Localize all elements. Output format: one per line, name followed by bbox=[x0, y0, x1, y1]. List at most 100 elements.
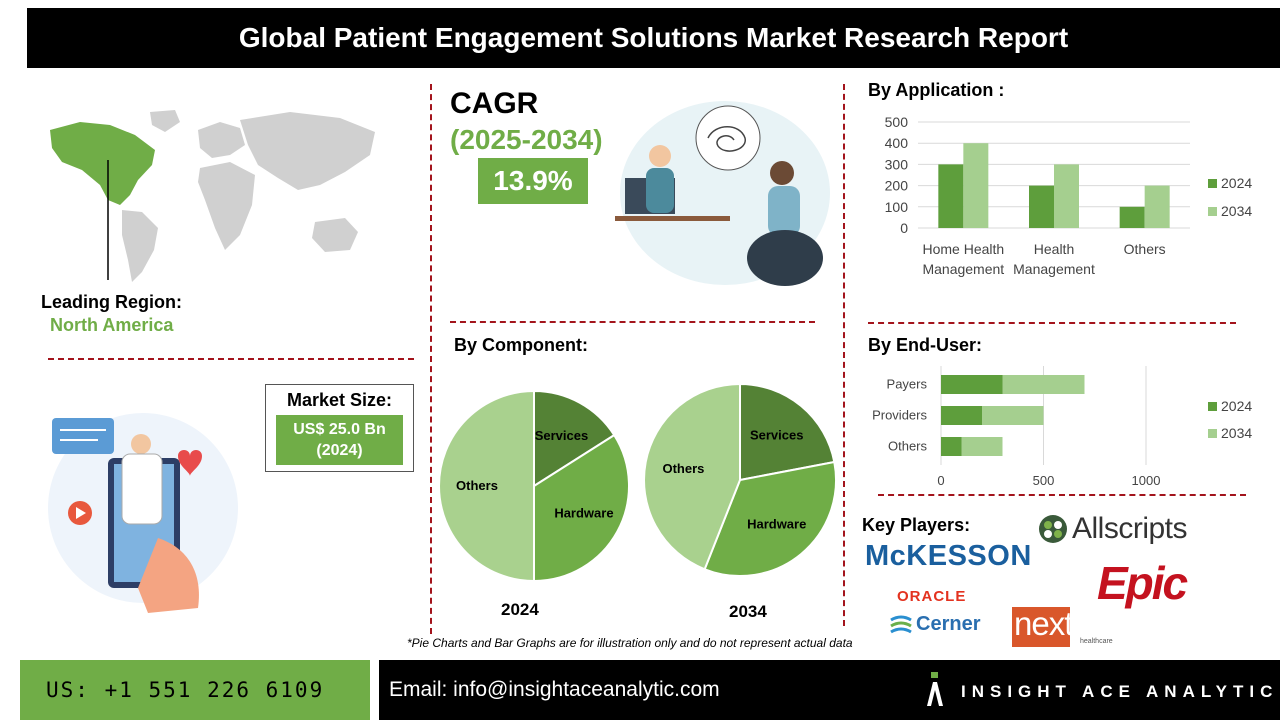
y-tick-label: 300 bbox=[885, 156, 909, 172]
phone-bar: US: +1 551 226 6109 bbox=[20, 660, 370, 720]
x-tick-label: 0 bbox=[937, 473, 944, 488]
pie-label-others: Others bbox=[456, 478, 498, 493]
leading-region-value: North America bbox=[50, 315, 174, 335]
thought-bubble-icon bbox=[695, 105, 761, 171]
doctor-head-icon bbox=[649, 145, 671, 167]
divider-component bbox=[450, 321, 815, 323]
pie-slice-services bbox=[739, 382, 836, 482]
pie-label-services: Services bbox=[750, 428, 804, 443]
south-america-shape bbox=[122, 210, 158, 282]
play-triangle-icon bbox=[76, 507, 86, 519]
pie-label-hardware: Hardware bbox=[747, 516, 806, 531]
email-link[interactable]: Email: info@insightaceanalytic.com bbox=[389, 678, 720, 701]
x-tick-label: 500 bbox=[1033, 473, 1055, 488]
cagr-years: (2025-2034) bbox=[450, 124, 603, 155]
brand-name: INSIGHT ACE ANALYTIC bbox=[961, 682, 1279, 701]
healthcare-phone-illustration bbox=[48, 413, 238, 613]
heart-icon bbox=[178, 450, 202, 476]
consultation-illustration bbox=[615, 101, 830, 286]
component-chart-title: By Component: bbox=[454, 335, 588, 355]
leading-region-label: Leading Region: bbox=[41, 292, 182, 312]
pie-label-hardware: Hardware bbox=[554, 505, 613, 520]
hand-icon bbox=[138, 538, 199, 613]
y-tick-label: Others bbox=[888, 439, 928, 454]
brand-logo-icon bbox=[927, 672, 943, 706]
x-tick-label: Others bbox=[1124, 241, 1166, 257]
scribble-icon bbox=[707, 126, 746, 152]
pie-label-others: Others bbox=[662, 461, 704, 476]
pie-slice-others bbox=[438, 389, 535, 583]
doctor-coat-icon bbox=[121, 453, 163, 525]
x-tick-label: Management bbox=[1013, 261, 1095, 277]
pie-slice-hardware bbox=[703, 460, 837, 577]
legend-swatch-2034 bbox=[1208, 429, 1217, 438]
bar-2024-1 bbox=[941, 406, 982, 425]
pie-year-2024: 2024 bbox=[501, 600, 539, 619]
bar-2024-0 bbox=[941, 375, 1003, 394]
epic-logo: Epic bbox=[1097, 557, 1188, 609]
y-tick-label: 200 bbox=[885, 178, 909, 194]
bar-2024-1 bbox=[1029, 185, 1054, 228]
doctor-avatar-icon bbox=[131, 434, 151, 454]
header-bar: Global Patient Engagement Solutions Mark… bbox=[27, 8, 1280, 68]
phone-number[interactable]: US: +1 551 226 6109 bbox=[46, 678, 325, 702]
divider-application bbox=[868, 322, 1236, 324]
y-tick-label: 500 bbox=[885, 114, 909, 130]
cerner-swoosh-icon bbox=[890, 615, 912, 633]
market-size-label: Market Size: bbox=[286, 390, 393, 410]
market-size-box: Market Size: US$ 25.0 Bn (2024) bbox=[265, 384, 414, 472]
y-tick-label: 400 bbox=[885, 135, 909, 151]
nextgen-badge bbox=[1012, 607, 1070, 647]
key-players-title: Key Players: bbox=[862, 515, 971, 535]
north-america-shape bbox=[50, 122, 155, 205]
x-tick-label: Health bbox=[1034, 241, 1074, 257]
application-bar-chart: 0 100 200 300 400 500 Home Health Management Hea… bbox=[885, 114, 1253, 277]
y-tick-label: 0 bbox=[900, 220, 908, 236]
bar-2034-0 bbox=[963, 143, 989, 228]
mckesson-logo: McKESSON bbox=[865, 540, 1032, 572]
nextgen-subtitle: healthcare bbox=[1080, 638, 1113, 645]
enduser-bar-chart: 0 500 1000 Payers Providers Others 2024 2034 bbox=[872, 366, 1252, 488]
australia-shape bbox=[312, 218, 358, 252]
x-tick-label: Management bbox=[922, 261, 1004, 277]
allscripts-logo: Allscripts bbox=[1038, 512, 1188, 546]
pie-year-2034: 2034 bbox=[729, 602, 767, 621]
legend-label-2034: 2034 bbox=[1221, 425, 1252, 441]
world-map bbox=[50, 110, 375, 282]
desk-shape bbox=[615, 216, 730, 221]
greenland-shape bbox=[150, 110, 180, 132]
bar-2034-1 bbox=[1054, 164, 1079, 228]
page-title: Global Patient Engagement Solutions Mark… bbox=[238, 22, 1069, 53]
legend-swatch-2024 bbox=[1208, 402, 1217, 411]
divider-right bbox=[843, 84, 845, 626]
footnote: *Pie Charts and Bar Graphs are for illus… bbox=[407, 636, 853, 650]
cerner-wordmark: Cerner bbox=[916, 613, 981, 635]
legend-label-2024: 2024 bbox=[1221, 175, 1252, 191]
allscripts-emblem-icon bbox=[1039, 515, 1067, 543]
market-size-panel: US$ 25.0 Bn (2024) bbox=[276, 415, 403, 465]
pie-slice-hardware bbox=[533, 433, 630, 583]
bar-2024-2 bbox=[941, 437, 962, 456]
nextgen-wordmark: nextgen bbox=[1014, 605, 1125, 642]
application-chart-title: By Application : bbox=[868, 80, 1005, 100]
market-size-year: (2024) bbox=[316, 442, 363, 459]
bar-2034-2 bbox=[1144, 185, 1170, 228]
asia-shape bbox=[240, 112, 375, 190]
bar-2024-2 bbox=[1119, 206, 1145, 228]
y-tick-label: 100 bbox=[885, 199, 909, 215]
cagr-title: CAGR bbox=[450, 87, 539, 120]
pie-slice-others bbox=[643, 382, 741, 571]
legend-label-2034: 2034 bbox=[1221, 203, 1252, 219]
y-tick-label: Providers bbox=[872, 408, 927, 423]
x-tick-label: 1000 bbox=[1132, 473, 1161, 488]
chat-bubble-icon bbox=[52, 418, 114, 454]
market-size-value: US$ 25.0 Bn bbox=[293, 421, 386, 438]
legend-swatch-2024 bbox=[1208, 179, 1217, 188]
y-tick-label: Payers bbox=[887, 377, 928, 392]
x-tick-label: Home Health bbox=[922, 241, 1004, 257]
bar-2024-0 bbox=[938, 164, 964, 228]
enduser-chart-title: By End-User: bbox=[868, 335, 983, 355]
africa-shape bbox=[198, 162, 255, 250]
bar-2034-1 bbox=[982, 406, 1044, 425]
